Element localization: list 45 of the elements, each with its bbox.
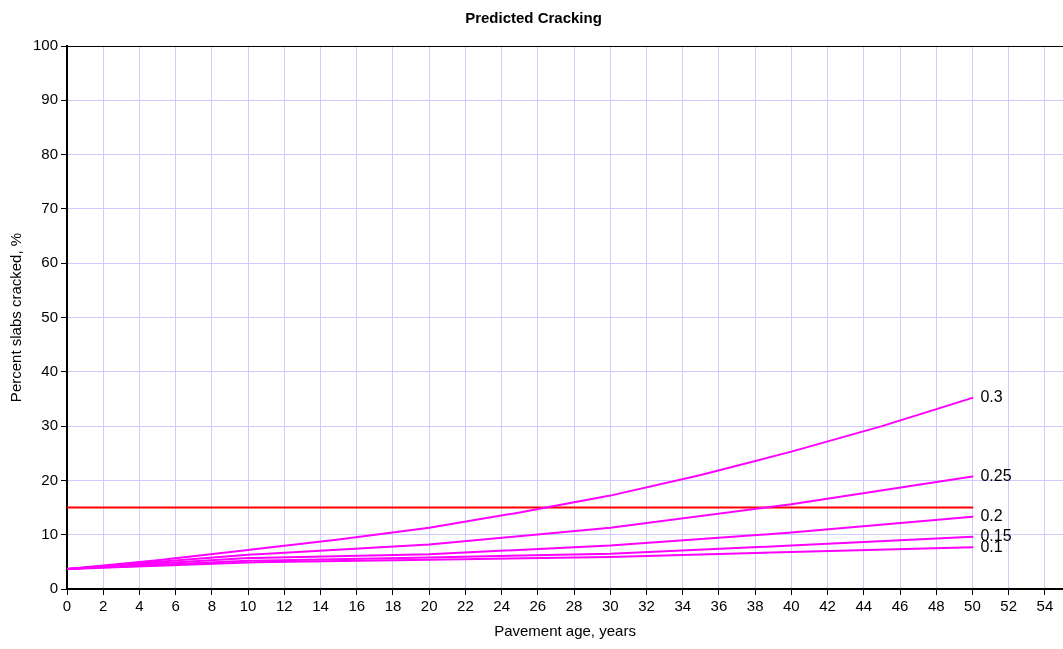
y-tick-label: 30 [41, 416, 59, 434]
x-tick-label: 54 [1036, 597, 1054, 615]
x-tick-label: 52 [1000, 597, 1018, 615]
x-tick-label: 18 [384, 597, 402, 615]
chart-title: Predicted Cracking [465, 9, 602, 27]
y-tick-label: 100 [33, 36, 59, 54]
x-tick-label: 22 [457, 597, 474, 615]
x-tick-label: 0 [62, 597, 72, 615]
x-tick-label: 4 [135, 597, 144, 615]
x-tick-label: 14 [312, 597, 329, 615]
x-tick-label: 2 [99, 597, 108, 615]
x-tick-label: 46 [891, 597, 909, 615]
x-tick-label: 30 [601, 597, 619, 615]
x-tick-label: 8 [207, 597, 217, 615]
y-tick-label: 10 [41, 524, 59, 542]
y-tick-label: 90 [41, 90, 59, 108]
series-label: 0.25 [980, 467, 1012, 485]
y-tick-label: 20 [41, 470, 59, 488]
x-axis-title: Pavement age, years [494, 622, 636, 640]
y-tick-label: 40 [41, 361, 59, 379]
x-tick-label: 6 [171, 597, 180, 615]
y-tick-label: 0 [49, 579, 59, 597]
y-tick-label: 60 [41, 253, 59, 271]
x-tick-label: 32 [638, 597, 655, 615]
x-tick-label: 40 [783, 597, 800, 615]
x-tick-label: 16 [348, 597, 366, 615]
x-tick-label: 38 [746, 597, 764, 615]
series-label: 0.2 [980, 507, 1003, 525]
x-tick-label: 44 [855, 597, 873, 615]
x-tick-label: 36 [710, 597, 728, 615]
x-tick-label: 42 [819, 597, 836, 615]
x-tick-label: 50 [964, 597, 981, 615]
x-tick-label: 24 [493, 597, 510, 615]
y-tick-label: 70 [41, 199, 59, 217]
series-label: 0.3 [980, 388, 1003, 406]
x-tick-label: 10 [239, 597, 257, 615]
x-tick-label: 12 [275, 597, 293, 615]
x-tick-label: 34 [674, 597, 692, 615]
x-tick-label: 48 [927, 597, 945, 615]
x-tick-label: 20 [420, 597, 438, 615]
y-tick-label: 80 [41, 144, 59, 162]
y-axis-title: Percent slabs cracked, % [7, 232, 25, 403]
x-tick-label: 26 [529, 597, 547, 615]
x-tick-label: 28 [565, 597, 583, 615]
y-tick-label: 50 [41, 307, 59, 325]
